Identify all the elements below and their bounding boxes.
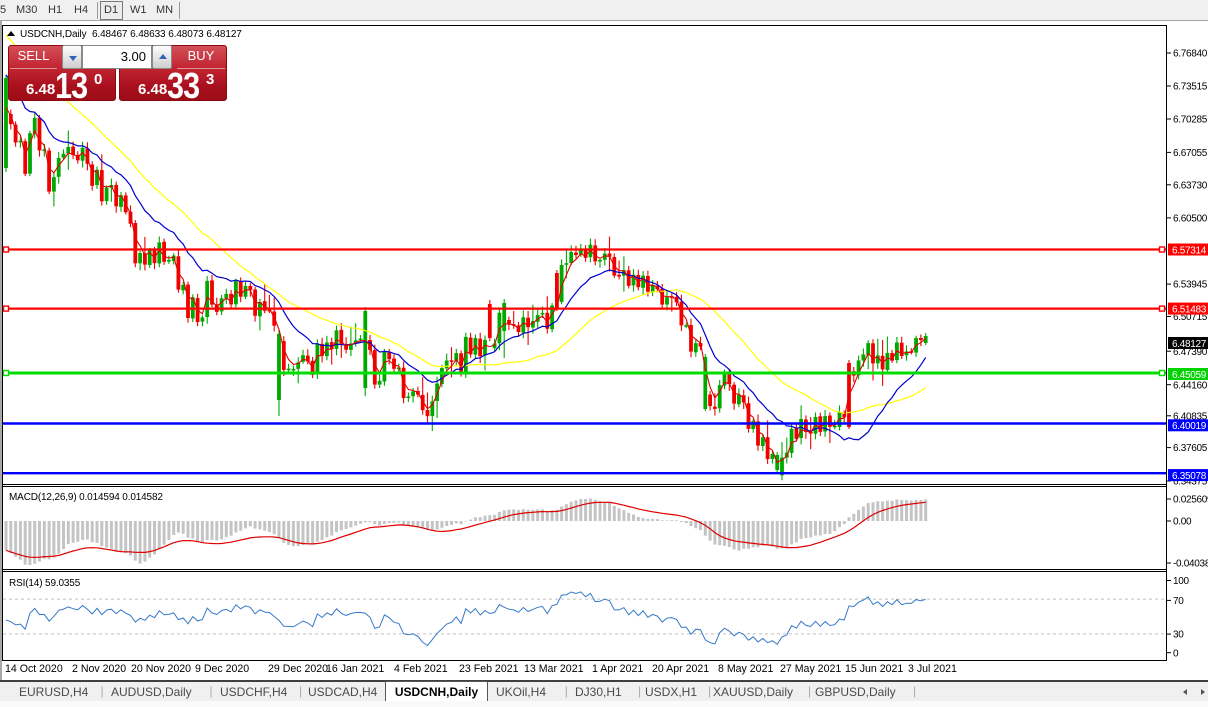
svg-text:100: 100 [1173, 576, 1190, 587]
svg-text:6.70285: 6.70285 [1173, 115, 1208, 126]
svg-text:6.47390: 6.47390 [1173, 347, 1208, 358]
svg-text:0: 0 [1173, 648, 1179, 659]
svg-text:4 Feb 2021: 4 Feb 2021 [394, 663, 448, 675]
svg-text:6.60500: 6.60500 [1173, 214, 1208, 225]
svg-text:23 Feb 2021: 23 Feb 2021 [459, 663, 519, 675]
svg-text:20 Apr 2021: 20 Apr 2021 [652, 663, 709, 675]
svg-text:-0.040386: -0.040386 [1173, 559, 1208, 570]
svg-text:14 Oct 2020: 14 Oct 2020 [5, 663, 63, 675]
svg-text:30: 30 [1173, 630, 1184, 641]
svg-text:0.025609: 0.025609 [1173, 495, 1208, 506]
svg-text:6.35078: 6.35078 [1172, 471, 1207, 482]
svg-text:0.00: 0.00 [1173, 517, 1192, 528]
svg-text:6.34375: 6.34375 [1173, 477, 1208, 488]
svg-text:6.76840: 6.76840 [1173, 49, 1208, 60]
svg-text:6.57314: 6.57314 [1172, 245, 1207, 256]
svg-text:70: 70 [1173, 596, 1184, 607]
svg-text:6.40835: 6.40835 [1173, 411, 1208, 422]
svg-text:16 Jan 2021: 16 Jan 2021 [326, 663, 384, 675]
svg-text:15 Jun 2021: 15 Jun 2021 [845, 663, 903, 675]
svg-text:6.40019: 6.40019 [1172, 421, 1207, 432]
svg-text:13 Mar 2021: 13 Mar 2021 [524, 663, 584, 675]
svg-text:6.73515: 6.73515 [1173, 82, 1208, 93]
svg-text:8 May 2021: 8 May 2021 [718, 663, 773, 675]
svg-text:3 Jul 2021: 3 Jul 2021 [908, 663, 957, 675]
svg-text:6.37605: 6.37605 [1173, 443, 1208, 454]
svg-text:6.50715: 6.50715 [1173, 312, 1208, 323]
svg-text:6.48127: 6.48127 [1172, 339, 1207, 350]
svg-text:6.67055: 6.67055 [1173, 148, 1208, 159]
svg-text:RSI(14) 59.0355: RSI(14) 59.0355 [9, 578, 81, 589]
svg-text:6.53945: 6.53945 [1173, 280, 1208, 291]
svg-text:6.51483: 6.51483 [1172, 304, 1207, 315]
svg-text:29 Dec 2020: 29 Dec 2020 [268, 663, 328, 675]
svg-text:9 Dec 2020: 9 Dec 2020 [195, 663, 249, 675]
svg-text:MACD(12,26,9) 0.014594 0.01458: MACD(12,26,9) 0.014594 0.014582 [9, 492, 163, 503]
svg-text:6.45059: 6.45059 [1172, 370, 1207, 381]
svg-text:1 Apr 2021: 1 Apr 2021 [592, 663, 643, 675]
svg-text:20 Nov 2020: 20 Nov 2020 [131, 663, 191, 675]
svg-text:6.63730: 6.63730 [1173, 180, 1208, 191]
svg-text:6.44160: 6.44160 [1173, 380, 1208, 391]
svg-text:27 May 2021: 27 May 2021 [780, 663, 841, 675]
svg-text:2 Nov 2020: 2 Nov 2020 [72, 663, 126, 675]
